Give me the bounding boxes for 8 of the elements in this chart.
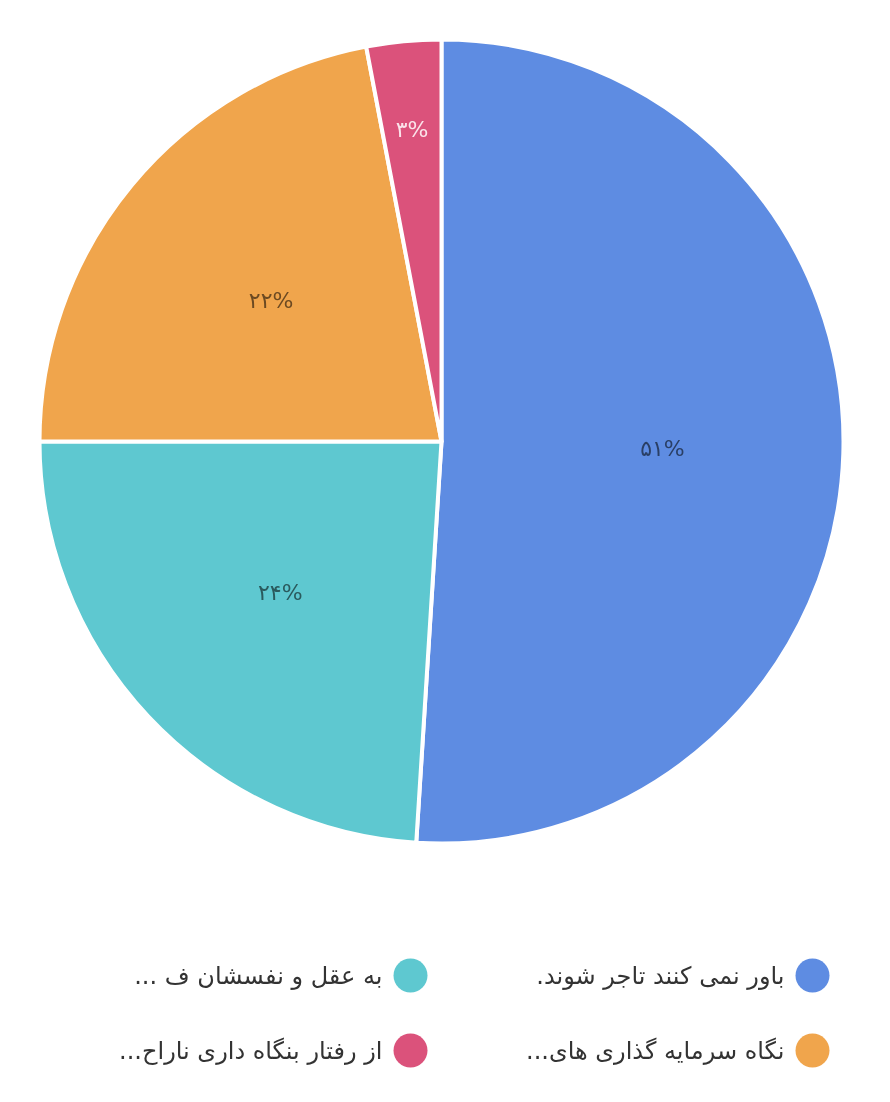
data-label: ۲۴% xyxy=(258,580,303,606)
legend-label: باور نمی کنند تاجر شوند. xyxy=(536,961,785,990)
data-label: ۳% xyxy=(395,116,429,142)
data-label: ۲۲% xyxy=(248,288,294,314)
legend-label: از رفتار بنگاه داری ناراح... xyxy=(119,1036,383,1065)
legend-label: به عقل و نفسشان ف ... xyxy=(134,961,383,990)
data-label: ۵۱% xyxy=(640,435,685,461)
legend-label: نگاه سرمایه گذاری های... xyxy=(526,1036,785,1065)
